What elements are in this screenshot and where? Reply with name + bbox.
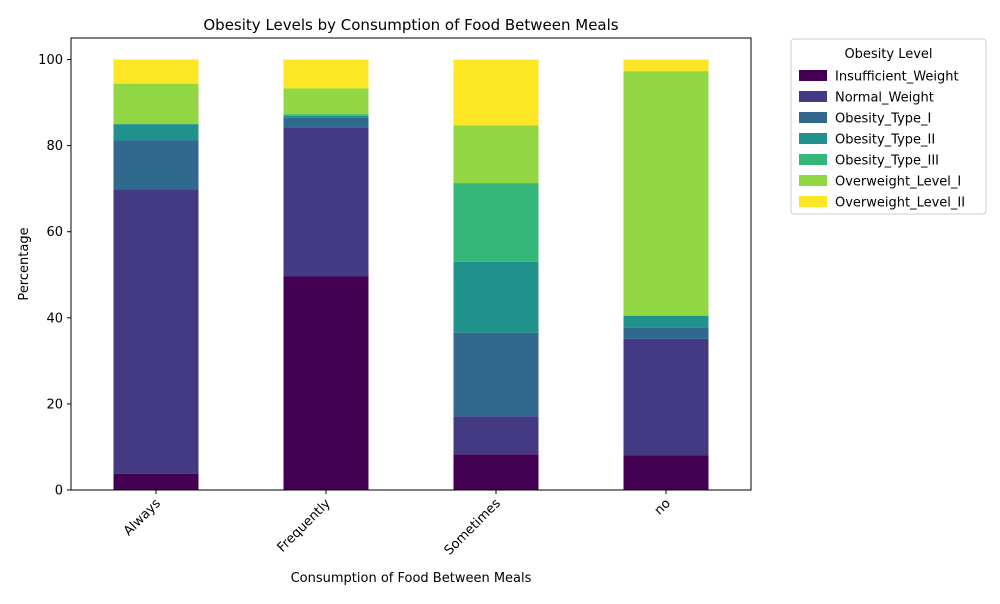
bar-Sometimes-Normal_Weight [453, 416, 539, 455]
legend-label-Obesity_Type_III: Obesity_Type_III [835, 154, 939, 169]
bar-Frequently-Obesity_Type_III [283, 114, 369, 116]
legend-swatch-Obesity_Type_I [799, 112, 827, 123]
bar-Frequently-Overweight_Level_II [283, 59, 369, 89]
x-tick-label-no: no [652, 496, 674, 518]
y-tick-label: 20 [46, 397, 63, 412]
bar-Always-Overweight_Level_II [113, 59, 199, 84]
y-tick-label: 60 [46, 225, 63, 240]
legend-frame [790, 38, 987, 215]
plot-frame [70, 37, 752, 491]
bar-Sometimes-Obesity_Type_I [453, 332, 539, 417]
legend: Obesity Level Insufficient_Weight Normal_W… [790, 38, 987, 215]
x-axis-label: Consumption of Food Between Meals [291, 571, 532, 586]
y-tick-label: 80 [46, 139, 63, 154]
legend-label-Insufficient_Weight: Insufficient_Weight [835, 70, 959, 85]
legend-label-Obesity_Type_II: Obesity_Type_II [835, 133, 935, 148]
x-tick-label-Frequently: Frequently [275, 496, 334, 555]
bar-Frequently-Obesity_Type_I [283, 117, 369, 128]
y-axis: 0 20 40 60 80 100 [38, 53, 71, 499]
bars-layer [113, 59, 709, 490]
bar-no-Obesity_Type_I [623, 327, 709, 339]
bar-Frequently-Insufficient_Weight [283, 276, 369, 490]
legend-swatch-Overweight_Level_II [799, 196, 827, 207]
x-axis: Always Frequently Sometimes no [121, 490, 674, 558]
legend-title: Obesity Level [844, 47, 932, 62]
bar-no-Normal_Weight [623, 338, 709, 456]
x-tick-label-Always: Always [121, 496, 164, 539]
y-tick-label: 100 [38, 53, 63, 68]
legend-swatch-Overweight_Level_I [799, 175, 827, 186]
bar-Sometimes-Obesity_Type_III [453, 183, 539, 262]
x-tick-label-Sometimes: Sometimes [442, 496, 504, 558]
bar-Always-Obesity_Type_I [113, 140, 199, 190]
legend-swatch-Obesity_Type_III [799, 154, 827, 165]
bar-Sometimes-Obesity_Type_II [453, 261, 539, 333]
bar-no-Insufficient_Weight [623, 455, 709, 490]
legend-swatch-Obesity_Type_II [799, 133, 827, 144]
bar-Frequently-Obesity_Type_II [283, 115, 369, 118]
bar-no-Overweight_Level_I [623, 71, 709, 316]
bar-Sometimes-Overweight_Level_I [453, 125, 539, 184]
bar-no-Overweight_Level_II [623, 59, 709, 72]
bar-Always-Obesity_Type_II [113, 124, 199, 141]
legend-swatch-Insufficient_Weight [799, 70, 827, 81]
bar-Sometimes-Overweight_Level_II [453, 59, 539, 126]
bar-no-Obesity_Type_II [623, 315, 709, 328]
legend-label-Obesity_Type_I: Obesity_Type_I [835, 112, 931, 127]
y-tick-label: 0 [55, 484, 63, 499]
legend-swatch-Normal_Weight [799, 91, 827, 102]
bar-Always-Insufficient_Weight [113, 473, 199, 490]
bar-Frequently-Normal_Weight [283, 127, 369, 277]
y-axis-label: Percentage [17, 227, 32, 300]
y-tick-label: 40 [46, 311, 63, 326]
legend-label-Normal_Weight: Normal_Weight [835, 91, 934, 106]
bar-Sometimes-Insufficient_Weight [453, 454, 539, 490]
legend-label-Overweight_Level_II: Overweight_Level_II [835, 196, 965, 211]
bar-Always-Normal_Weight [113, 189, 199, 474]
chart-title: Obesity Levels by Consumption of Food Be… [203, 16, 618, 34]
bar-Frequently-Overweight_Level_I [283, 88, 369, 115]
legend-label-Overweight_Level_I: Overweight_Level_I [835, 175, 961, 190]
bar-Always-Overweight_Level_I [113, 83, 199, 125]
